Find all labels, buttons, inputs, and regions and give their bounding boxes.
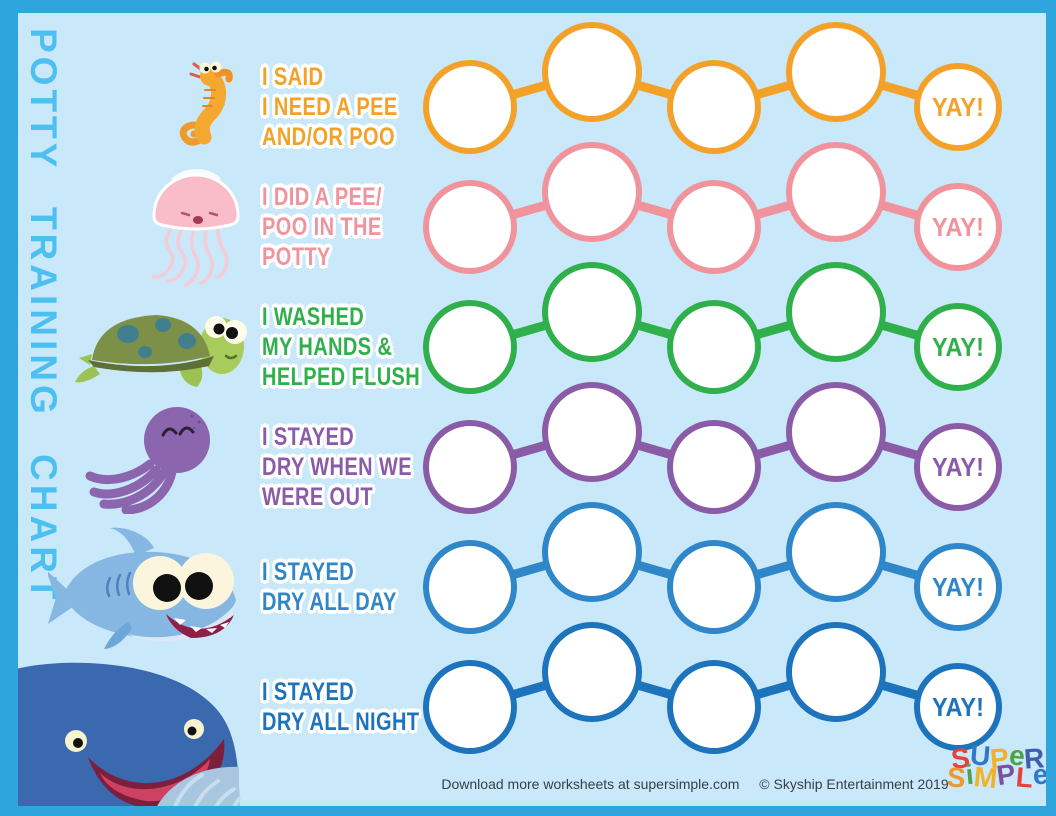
task-label-line: POO IN THE	[262, 213, 382, 241]
yay-spot[interactable]	[914, 663, 1002, 751]
sticker-spot[interactable]	[542, 382, 642, 482]
yay-spot[interactable]	[914, 423, 1002, 511]
sticker-spot[interactable]	[423, 540, 517, 634]
task-label-line: I DID A PEE/	[262, 183, 383, 211]
sticker-spot[interactable]	[786, 622, 886, 722]
sticker-spot[interactable]	[542, 622, 642, 722]
sticker-spot[interactable]	[423, 180, 517, 274]
task-label-line: HELPED FLUSH	[262, 363, 421, 391]
logo-letter: e	[1031, 758, 1050, 791]
octopus-icon	[80, 402, 230, 514]
task-label-line: DRY ALL NIGHT	[262, 708, 420, 736]
logo-letter: P	[994, 757, 1018, 792]
sticker-spot[interactable]	[786, 142, 886, 242]
task-label-line: POTTY	[262, 243, 331, 271]
yay-label: YAY!	[932, 572, 984, 602]
sticker-spot[interactable]	[423, 300, 517, 394]
sticker-spot[interactable]	[667, 300, 761, 394]
shark-icon	[48, 522, 253, 652]
task-label-line: I STAYED	[262, 558, 355, 586]
yay-label: YAY!	[932, 212, 984, 242]
task-label: I SAID I NEED A PEE AND/OR POO	[262, 62, 398, 152]
task-label-line: I SAID	[262, 63, 324, 91]
task-label-line: I STAYED	[262, 423, 355, 451]
sticker-track: YAY!	[423, 382, 1002, 514]
sticker-spot[interactable]	[786, 262, 886, 362]
sticker-spot[interactable]	[667, 540, 761, 634]
sticker-spot[interactable]	[542, 22, 642, 122]
sticker-spot[interactable]	[423, 420, 517, 514]
sticker-track: YAY!	[423, 142, 1002, 274]
task-label-line: MY HANDS &	[262, 333, 393, 361]
sticker-spot[interactable]	[786, 502, 886, 602]
sticker-spot[interactable]	[542, 262, 642, 362]
yay-label: YAY!	[932, 692, 984, 722]
task-label: I STAYED DRY ALL NIGHT	[262, 677, 419, 737]
sticker-track: YAY!	[423, 262, 1002, 394]
sticker-spot[interactable]	[542, 502, 642, 602]
sticker-spot[interactable]	[786, 382, 886, 482]
sticker-spot[interactable]	[423, 60, 517, 154]
task-label-line: I WASHED	[262, 303, 365, 331]
page-title: POTTY TRAINING CHART	[23, 28, 64, 604]
task-label-line: I NEED A PEE	[262, 93, 398, 121]
footer-copyright-text: © Skyship Entertainment 2019	[759, 776, 949, 792]
sticker-spot[interactable]	[542, 142, 642, 242]
task-label-line: DRY ALL DAY	[262, 588, 397, 616]
footer: Download more worksheets at supersimple.…	[340, 776, 1050, 792]
sticker-spot[interactable]	[423, 660, 517, 754]
sticker-spot[interactable]	[667, 660, 761, 754]
task-label-line: I STAYED	[262, 678, 355, 706]
footer-download-text: Download more worksheets at supersimple.…	[441, 776, 740, 792]
task-label-line: WERE OUT	[262, 483, 373, 511]
yay-spot[interactable]	[914, 63, 1002, 151]
task-label: I STAYED DRY WHEN WE WERE OUT	[262, 422, 412, 512]
turtle-icon	[70, 292, 250, 400]
sticker-spot[interactable]	[667, 60, 761, 154]
yay-spot[interactable]	[914, 183, 1002, 271]
task-label-line: AND/OR POO	[262, 123, 395, 151]
sticker-spot[interactable]	[667, 420, 761, 514]
task-label-line: DRY WHEN WE	[262, 453, 412, 481]
sticker-spot[interactable]	[667, 180, 761, 274]
whale-icon	[0, 653, 251, 816]
sticker-track: YAY!	[423, 622, 1002, 754]
jellyfish-icon	[146, 163, 246, 288]
seahorse-icon	[158, 60, 238, 152]
task-label: I DID A PEE/POO IN THE POTTY	[262, 182, 382, 272]
logo-word-simple: SiMPLe	[943, 757, 1053, 794]
sticker-track: YAY!	[423, 22, 1002, 154]
yay-spot[interactable]	[914, 303, 1002, 391]
task-label: I STAYED DRY ALL DAY	[262, 557, 397, 617]
sticker-track: YAY!	[423, 502, 1002, 634]
yay-label: YAY!	[932, 332, 984, 362]
super-simple-logo: SUPeR SiMPLe	[943, 739, 1053, 794]
task-label: I WASHED MY HANDS & HELPED FLUSH	[262, 302, 420, 392]
yay-label: YAY!	[932, 452, 984, 482]
yay-spot[interactable]	[914, 543, 1002, 631]
sticker-spot[interactable]	[786, 22, 886, 122]
yay-label: YAY!	[932, 92, 984, 122]
